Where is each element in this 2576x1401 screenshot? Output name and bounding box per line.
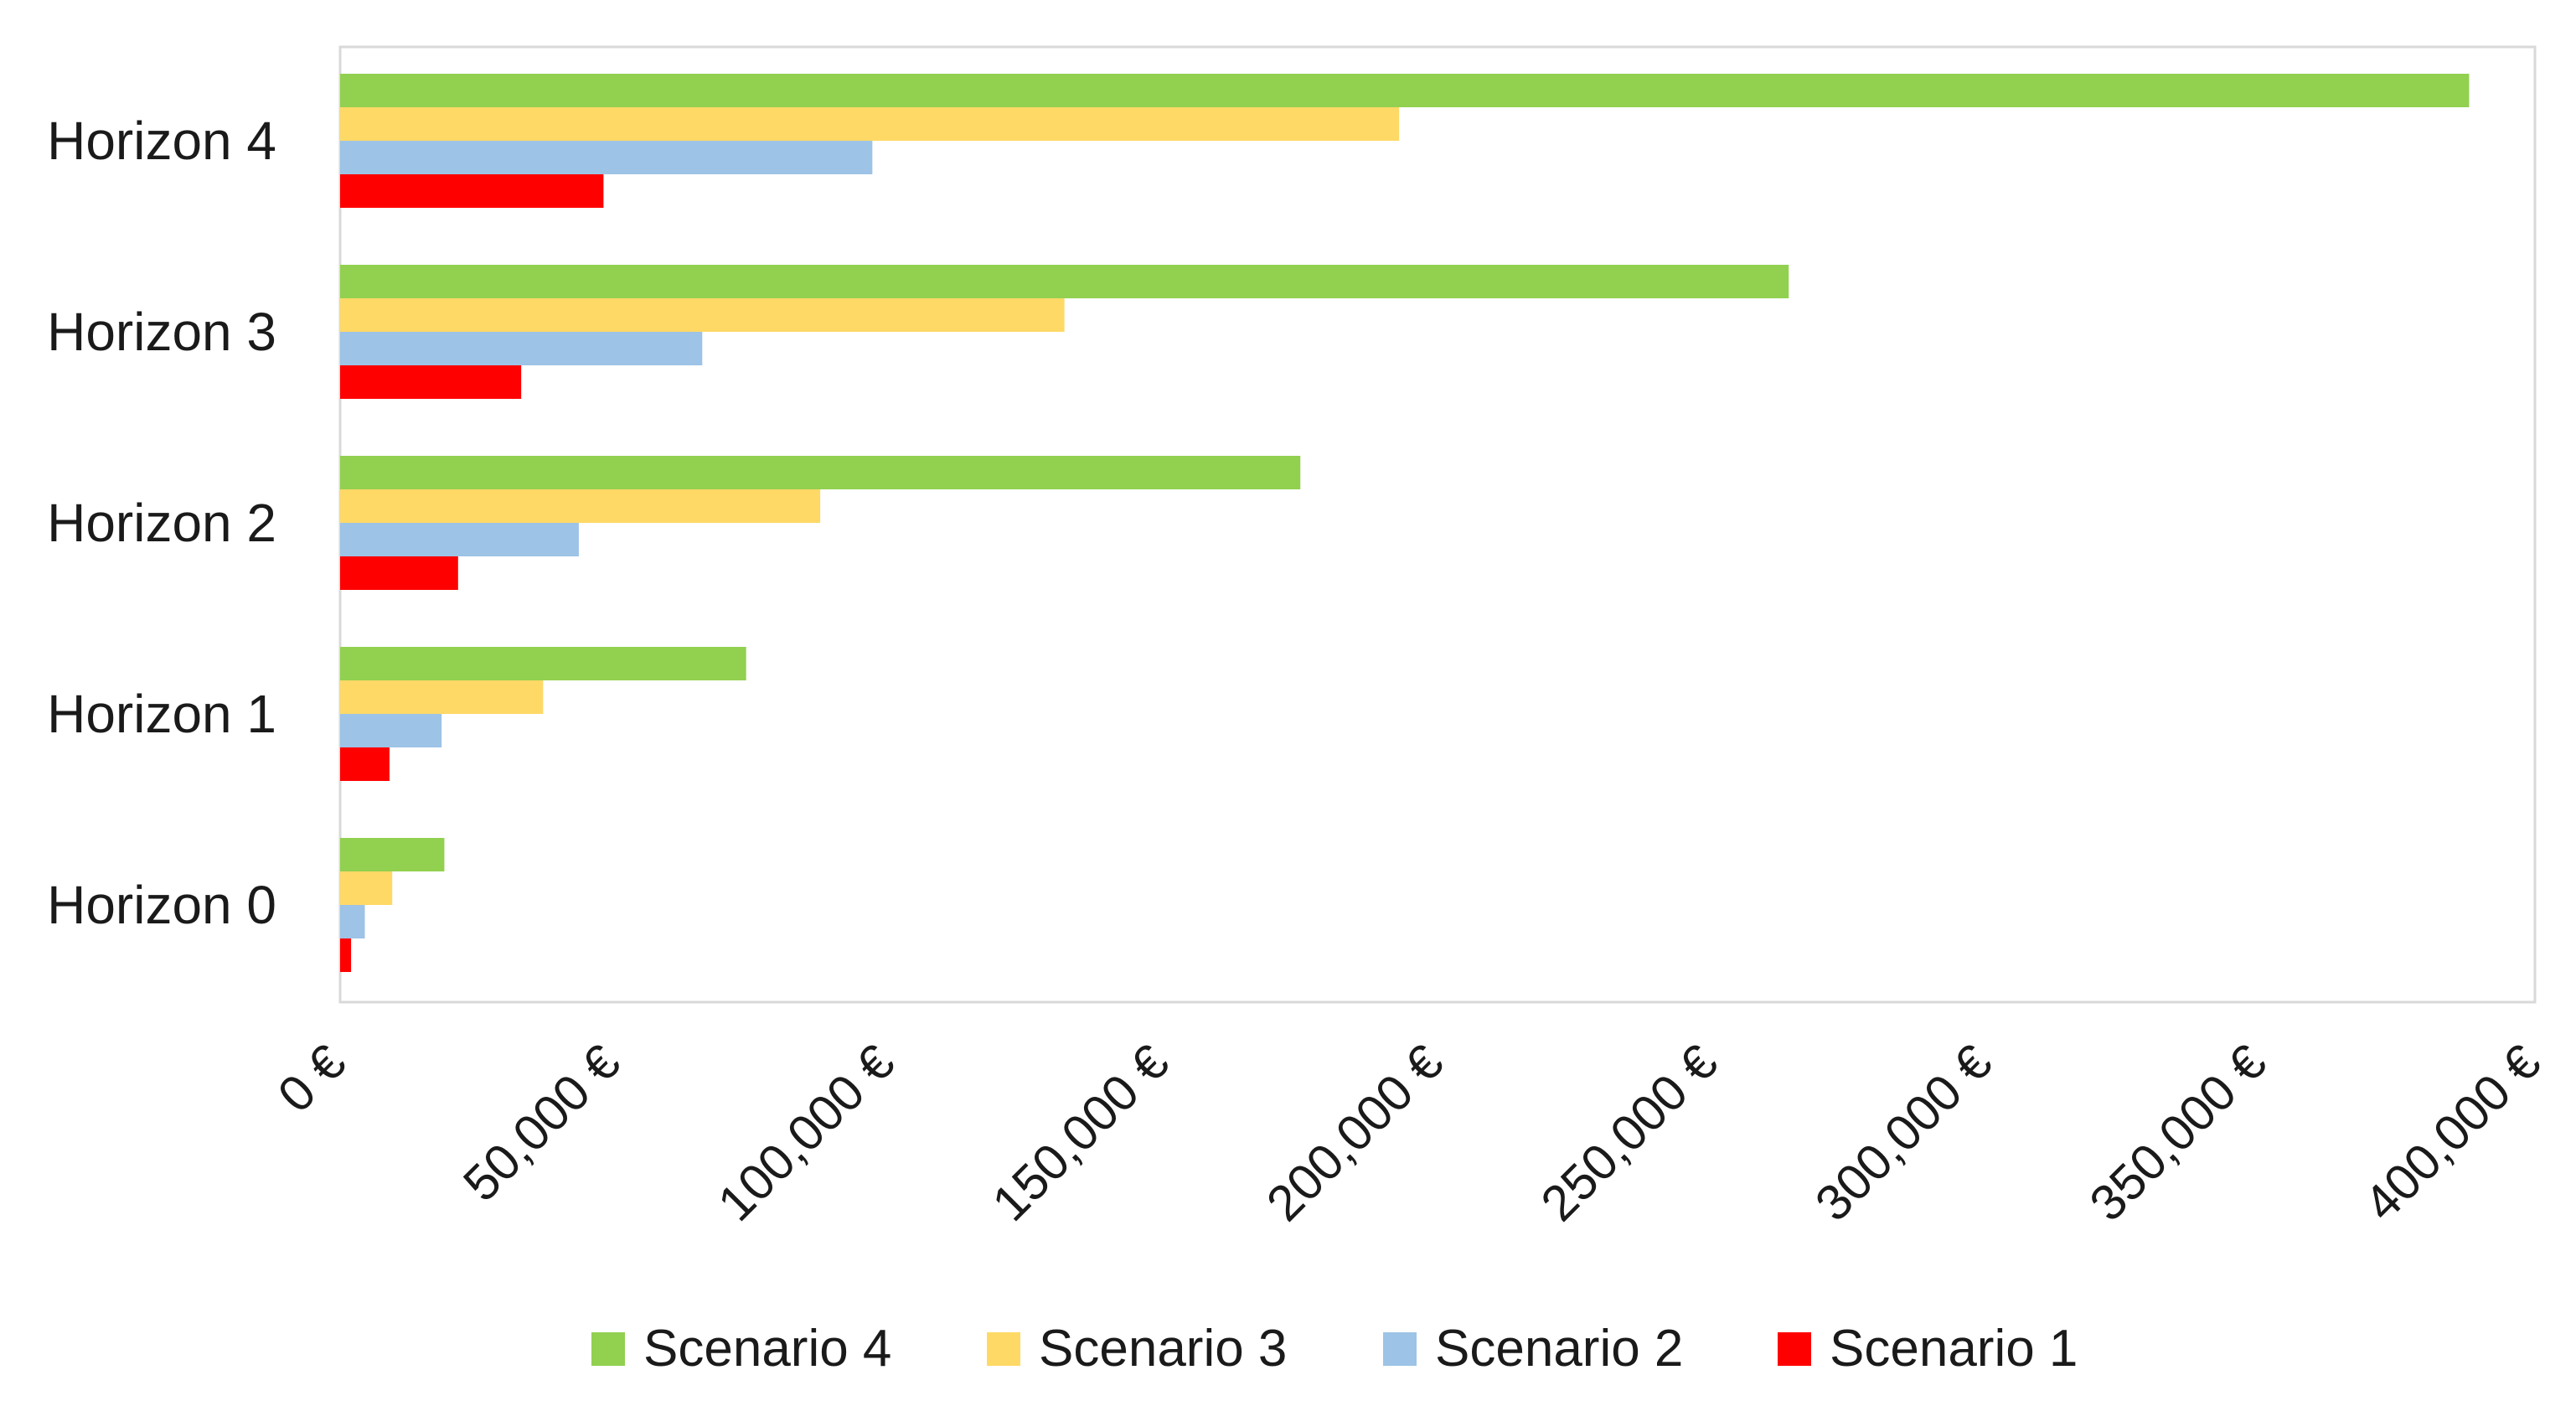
bar-scenario-2-horizon-3 — [340, 332, 703, 365]
legend-swatch — [591, 1332, 625, 1366]
bar-scenario-2-horizon-0 — [340, 905, 365, 938]
legend: Scenario 4 Scenario 3 Scenario 2 Scenario 1 — [591, 1320, 2078, 1378]
bar-scenario-3-horizon-2 — [340, 489, 821, 523]
bar-scenario-3-horizon-3 — [340, 298, 1065, 332]
x-tick-label: 200,000 € — [1256, 1034, 1453, 1232]
bar-scenario-3-horizon-0 — [340, 871, 393, 905]
bar-scenario-2-horizon-4 — [340, 141, 873, 174]
bar-scenario-1-horizon-3 — [340, 365, 522, 399]
bar-scenario-2-horizon-2 — [340, 523, 579, 556]
x-tick-label: 50,000 € — [452, 1034, 631, 1212]
bars-group — [340, 74, 2470, 972]
bar-scenario-4-horizon-2 — [340, 456, 1301, 489]
legend-label: Scenario 3 — [1039, 1320, 1287, 1378]
category-labels: Horizon 4 Horizon 3 Horizon 2 Horizon 1 Hori… — [47, 111, 276, 935]
legend-swatch — [1778, 1332, 1811, 1366]
bar-scenario-1-horizon-1 — [340, 747, 390, 781]
bar-scenario-4-horizon-3 — [340, 265, 1789, 298]
category-label: Horizon 2 — [47, 493, 276, 553]
x-axis-ticks: 0 € 50,000 € 100,000 € 150,000 € 200,000 € 25… — [267, 1034, 2551, 1232]
plot-area — [338, 45, 2537, 1004]
legend-swatch — [1383, 1332, 1417, 1366]
legend-label: Scenario 1 — [1830, 1320, 2078, 1378]
x-tick-label: 350,000 € — [2079, 1034, 2277, 1232]
bar-scenario-2-horizon-1 — [340, 714, 442, 747]
bar-scenario-3-horizon-4 — [340, 107, 1400, 141]
x-tick-label: 300,000 € — [1804, 1034, 2002, 1232]
category-label: Horizon 3 — [47, 302, 276, 362]
bar-scenario-1-horizon-4 — [340, 174, 604, 208]
x-tick-label: 150,000 € — [982, 1034, 1180, 1232]
category-label: Horizon 0 — [47, 875, 276, 935]
x-tick-label: 250,000 € — [1531, 1034, 1728, 1232]
legend-swatch — [987, 1332, 1020, 1366]
category-label: Horizon 1 — [47, 684, 276, 744]
bar-scenario-4-horizon-0 — [340, 838, 445, 871]
bar-scenario-4-horizon-4 — [340, 74, 2470, 107]
x-tick-label: 400,000 € — [2353, 1034, 2551, 1232]
bar-scenario-4-horizon-1 — [340, 647, 746, 680]
bar-scenario-1-horizon-2 — [340, 556, 458, 590]
category-label: Horizon 4 — [47, 111, 276, 171]
bar-scenario-3-horizon-1 — [340, 680, 544, 714]
bar-scenario-1-horizon-0 — [340, 938, 352, 972]
legend-label: Scenario 2 — [1435, 1320, 1683, 1378]
x-tick-label: 0 € — [267, 1034, 356, 1123]
x-tick-label: 100,000 € — [707, 1034, 905, 1232]
legend-label: Scenario 4 — [643, 1320, 891, 1378]
